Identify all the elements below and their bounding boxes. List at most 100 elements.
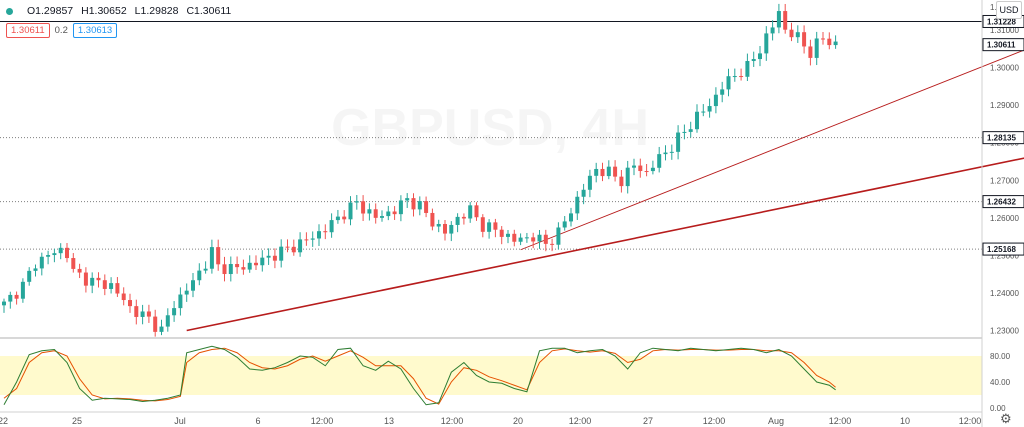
candle-body [146,311,151,317]
candle-body [720,89,725,95]
candle-body [279,246,284,261]
candle-body [266,255,271,258]
candle-body [487,222,492,232]
buy-sell-row: 1.30611 0.2 1.30613 [6,23,118,38]
candle-body [575,196,580,214]
candle-body [310,238,315,240]
candle-body [506,233,510,237]
candle-body [594,168,599,176]
candle-body [8,294,13,302]
candle-body [531,237,536,242]
candle-body [726,76,731,90]
candle-body [814,38,819,58]
time-tick-label: 20 [513,416,523,426]
ohlc-legend: O1.29857 H1.30652 L1.29828 C1.30611 [6,5,231,17]
currency-button[interactable]: USD [996,1,1022,19]
price-tick-label: 1.23000 [990,326,1019,335]
candle-body [354,201,359,203]
candle-body [140,311,145,317]
candle-body [272,255,277,261]
candle-body [417,201,422,210]
candle-body [707,106,712,112]
candle-body [398,200,403,215]
trendline[interactable] [186,113,1024,332]
candle-body [638,165,643,172]
candle-body [96,277,101,281]
candle-body [764,33,769,54]
price-level-tag: 1.28135 [987,134,1016,143]
candle-body [688,129,693,132]
candle-body [493,222,498,230]
candle-body [348,202,353,220]
candle-body [543,234,548,244]
time-tick-label: 12:00 [441,416,464,426]
candle-body [172,308,177,316]
candle-body [474,205,479,218]
candle-body [776,11,781,28]
candle-body [455,216,460,225]
candle-body [392,211,397,215]
candle-body [367,209,372,214]
candle-body [499,229,504,237]
price-level-tag: 1.26432 [987,198,1016,207]
time-tick-label: 12:00 [703,416,726,426]
candle-body [556,227,561,245]
candle-body [581,189,586,197]
candle-body [537,234,542,242]
candle-body [783,11,788,30]
candle-body [83,272,88,286]
time-tick-label: 12:00 [959,416,982,426]
settings-gear-icon[interactable]: ⚙ [1000,411,1012,426]
candle-body [676,132,681,152]
ohlc-low: L1.29828 [134,5,179,17]
candle-body [14,294,19,299]
candle-body [235,264,240,268]
candle-body [184,290,189,295]
candle-body [39,256,44,269]
candle-body [411,198,416,210]
stochastic-k-line [3,345,836,406]
candle-body [632,165,636,168]
candle-body [650,167,655,172]
candle-body [461,216,466,219]
candle-body [682,131,687,133]
candle-body [695,111,699,130]
stochastic-tick-label: 40.00 [990,378,1011,387]
time-tick-label: 12:00 [311,416,334,426]
spread-value: 0.2 [54,25,68,36]
candle-body [644,171,649,173]
candle-body [701,111,706,113]
candle-body [329,220,334,233]
time-tick-label: 25 [72,416,82,426]
time-tick-label: 27 [643,416,653,426]
time-tick-label: 13 [384,416,394,426]
time-tick-label: 6 [255,416,260,426]
candle-body [669,151,674,153]
candle-body [751,59,756,62]
candle-body [298,239,303,253]
trendline[interactable] [520,0,1024,251]
candle-body [732,76,737,78]
candle-body [468,205,473,219]
price-tick-label: 1.24000 [990,289,1019,298]
candle-body [121,293,126,301]
buy-price-button[interactable]: 1.30613 [72,23,118,38]
candle-body [254,262,258,266]
time-tick-label: 12:00 [829,416,852,426]
candle-body [361,201,366,214]
candle-body [203,268,208,271]
candle-body [613,166,618,177]
time-tick-label: Jul [174,416,186,426]
candle-body [191,280,195,291]
candle-body [216,247,221,265]
candle-body [323,231,328,233]
time-tick-label: 10 [900,416,910,426]
sell-price-button[interactable]: 1.30611 [6,23,50,38]
stochastic-tick-label: 0.00 [990,404,1006,413]
candle-body [569,213,573,222]
price-tick-label: 1.29000 [990,101,1019,110]
candle-body [102,280,107,289]
candle-body [600,168,605,177]
candle-body [291,246,296,253]
